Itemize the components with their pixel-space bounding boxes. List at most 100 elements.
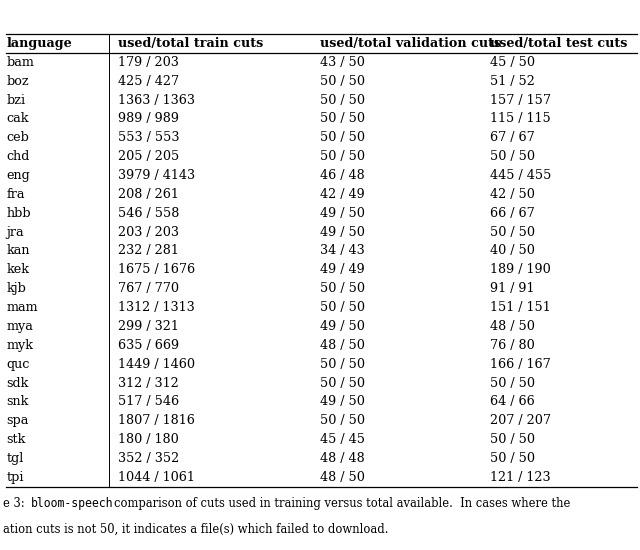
Text: used/total train cuts: used/total train cuts [118, 37, 264, 50]
Text: 46 / 48: 46 / 48 [320, 169, 365, 182]
Text: 43 / 50: 43 / 50 [320, 56, 365, 69]
Text: tpi: tpi [6, 471, 24, 484]
Text: 49 / 50: 49 / 50 [320, 320, 365, 333]
Text: 1044 / 1061: 1044 / 1061 [118, 471, 195, 484]
Text: 546 / 558: 546 / 558 [118, 207, 180, 220]
Text: 50 / 50: 50 / 50 [490, 452, 534, 465]
Text: 166 / 167: 166 / 167 [490, 358, 550, 371]
Text: 157 / 157: 157 / 157 [490, 94, 550, 107]
Text: 91 / 91: 91 / 91 [490, 282, 534, 295]
Text: 48 / 48: 48 / 48 [320, 452, 365, 465]
Text: ceb: ceb [6, 131, 29, 144]
Text: used/total validation cuts: used/total validation cuts [320, 37, 501, 50]
Text: 207 / 207: 207 / 207 [490, 414, 550, 427]
Text: 50 / 50: 50 / 50 [320, 131, 365, 144]
Text: 50 / 50: 50 / 50 [490, 377, 534, 389]
Text: 49 / 50: 49 / 50 [320, 395, 365, 409]
Text: 3979 / 4143: 3979 / 4143 [118, 169, 196, 182]
Text: 989 / 989: 989 / 989 [118, 112, 179, 125]
Text: kan: kan [6, 245, 30, 257]
Text: used/total test cuts: used/total test cuts [490, 37, 627, 50]
Text: 208 / 261: 208 / 261 [118, 188, 179, 201]
Text: 50 / 50: 50 / 50 [320, 94, 365, 107]
Text: stk: stk [6, 433, 26, 446]
Text: 50 / 50: 50 / 50 [320, 282, 365, 295]
Text: 232 / 281: 232 / 281 [118, 245, 179, 257]
Text: 205 / 205: 205 / 205 [118, 150, 180, 163]
Text: 180 / 180: 180 / 180 [118, 433, 179, 446]
Text: bzi: bzi [6, 94, 26, 107]
Text: 49 / 50: 49 / 50 [320, 207, 365, 220]
Text: fra: fra [6, 188, 25, 201]
Text: 1675 / 1676: 1675 / 1676 [118, 263, 196, 276]
Text: bam: bam [6, 56, 35, 69]
Text: 42 / 49: 42 / 49 [320, 188, 365, 201]
Text: 48 / 50: 48 / 50 [320, 471, 365, 484]
Text: hbb: hbb [6, 207, 31, 220]
Text: 50 / 50: 50 / 50 [320, 414, 365, 427]
Text: 1449 / 1460: 1449 / 1460 [118, 358, 195, 371]
Text: 352 / 352: 352 / 352 [118, 452, 180, 465]
Text: 635 / 669: 635 / 669 [118, 339, 180, 352]
Text: comparison of cuts used in training versus total available.  In cases where the: comparison of cuts used in training vers… [114, 497, 570, 510]
Text: 115 / 115: 115 / 115 [490, 112, 550, 125]
Text: 67 / 67: 67 / 67 [490, 131, 534, 144]
Text: 425 / 427: 425 / 427 [118, 75, 180, 88]
Text: kjb: kjb [6, 282, 26, 295]
Text: 203 / 203: 203 / 203 [118, 226, 179, 239]
Text: 49 / 49: 49 / 49 [320, 263, 365, 276]
Text: 50 / 50: 50 / 50 [320, 112, 365, 125]
Text: 767 / 770: 767 / 770 [118, 282, 179, 295]
Text: 50 / 50: 50 / 50 [320, 75, 365, 88]
Text: 42 / 50: 42 / 50 [490, 188, 534, 201]
Text: 50 / 50: 50 / 50 [320, 150, 365, 163]
Text: snk: snk [6, 395, 29, 409]
Text: 312 / 312: 312 / 312 [118, 377, 179, 389]
Text: 1807 / 1816: 1807 / 1816 [118, 414, 195, 427]
Text: 189 / 190: 189 / 190 [490, 263, 550, 276]
Text: kek: kek [6, 263, 29, 276]
Text: 51 / 52: 51 / 52 [490, 75, 534, 88]
Text: language: language [6, 37, 72, 50]
Text: mya: mya [6, 320, 33, 333]
Text: 553 / 553: 553 / 553 [118, 131, 180, 144]
Text: mam: mam [6, 301, 38, 314]
Text: jra: jra [6, 226, 24, 239]
Text: spa: spa [6, 414, 29, 427]
Text: 50 / 50: 50 / 50 [320, 358, 365, 371]
Text: 121 / 123: 121 / 123 [490, 471, 550, 484]
Text: eng: eng [6, 169, 30, 182]
Text: 48 / 50: 48 / 50 [490, 320, 534, 333]
Text: 40 / 50: 40 / 50 [490, 245, 534, 257]
Text: 48 / 50: 48 / 50 [320, 339, 365, 352]
Text: chd: chd [6, 150, 30, 163]
Text: 1312 / 1313: 1312 / 1313 [118, 301, 195, 314]
Text: 50 / 50: 50 / 50 [490, 433, 534, 446]
Text: 66 / 67: 66 / 67 [490, 207, 534, 220]
Text: 299 / 321: 299 / 321 [118, 320, 179, 333]
Text: 45 / 45: 45 / 45 [320, 433, 365, 446]
Text: quc: quc [6, 358, 30, 371]
Text: boz: boz [6, 75, 29, 88]
Text: 50 / 50: 50 / 50 [490, 150, 534, 163]
Text: e 3:: e 3: [3, 497, 25, 510]
Text: 517 / 546: 517 / 546 [118, 395, 180, 409]
Text: 76 / 80: 76 / 80 [490, 339, 534, 352]
Text: myk: myk [6, 339, 33, 352]
Text: tgl: tgl [6, 452, 24, 465]
Text: sdk: sdk [6, 377, 29, 389]
Text: 50 / 50: 50 / 50 [320, 301, 365, 314]
Text: 1363 / 1363: 1363 / 1363 [118, 94, 195, 107]
Text: cak: cak [6, 112, 29, 125]
Text: 49 / 50: 49 / 50 [320, 226, 365, 239]
Text: 50 / 50: 50 / 50 [490, 226, 534, 239]
Text: bloom-speech: bloom-speech [31, 497, 113, 510]
Text: ation cuts is not 50, it indicates a file(s) which failed to download.: ation cuts is not 50, it indicates a fil… [3, 523, 388, 536]
Text: 34 / 43: 34 / 43 [320, 245, 365, 257]
Text: 151 / 151: 151 / 151 [490, 301, 550, 314]
Text: 64 / 66: 64 / 66 [490, 395, 534, 409]
Text: 179 / 203: 179 / 203 [118, 56, 179, 69]
Text: 45 / 50: 45 / 50 [490, 56, 534, 69]
Text: 445 / 455: 445 / 455 [490, 169, 551, 182]
Text: 50 / 50: 50 / 50 [320, 377, 365, 389]
